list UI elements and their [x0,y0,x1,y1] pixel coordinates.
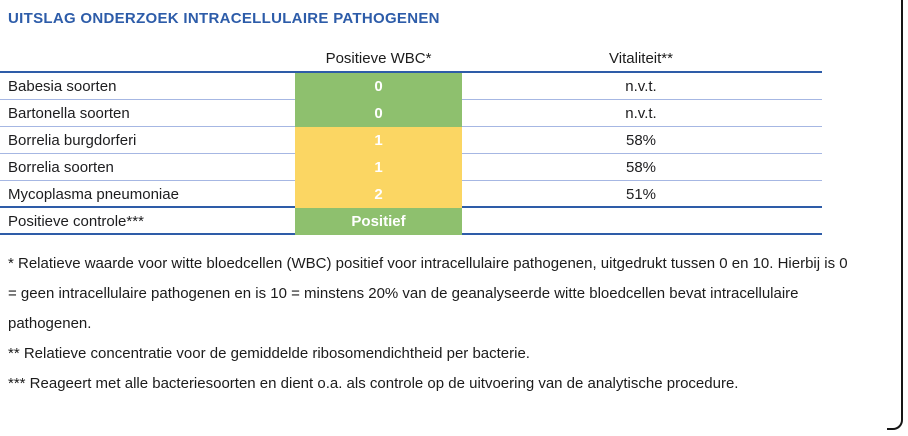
wbc-result-cell: 0 [295,100,462,127]
vitality-cell: n.v.t. [625,78,657,95]
footnotes: * Relatieve waarde voor witte bloedcelle… [8,249,853,399]
pathogen-name: Borrelia burgdorferi [8,132,137,149]
wbc-result-cell: Positief [295,208,462,235]
vitality-cell: n.v.t. [625,105,657,122]
column-header-wbc: Positieve WBC* [325,49,432,67]
table-row: Mycoplasma pneumoniae 2 51% [0,181,822,208]
pathogen-name: Babesia soorten [8,78,117,95]
results-table: Positieve WBC* Vitaliteit** Babesia soor… [0,45,822,235]
pathogen-name: Bartonella soorten [8,105,130,122]
pathogen-name: Mycoplasma pneumoniae [8,186,179,203]
report-title: UITSLAG ONDERZOEK INTRACELLULAIRE PATHOG… [8,10,440,27]
column-header-vitality: Vitaliteit** [609,49,673,67]
vitality-cell [462,208,820,235]
table-row: Borrelia burgdorferi 1 58% [0,127,822,154]
table-row: Babesia soorten 0 n.v.t. [0,73,822,100]
wbc-result-cell: 1 [295,127,462,154]
vitality-cell: 51% [625,186,657,203]
pathogen-name: Borrelia soorten [8,159,114,176]
vitality-cell: 58% [625,159,657,176]
wbc-result-cell: 0 [295,73,462,100]
vitality-cell: 58% [625,132,657,149]
footnote-vitality: ** Relatieve concentratie voor de gemidd… [8,345,530,362]
table-body: Babesia soorten 0 n.v.t. Bartonella soor… [0,71,822,235]
wbc-result-cell: 2 [295,181,462,208]
table-row: Bartonella soorten 0 n.v.t. [0,100,822,127]
page-right-border [887,0,903,430]
table-row: Borrelia soorten 1 58% [0,154,822,181]
wbc-result-cell: 1 [295,154,462,181]
footnote-wbc: * Relatieve waarde voor witte bloedcelle… [8,255,848,332]
table-row-positive-control: Positieve controle*** Positief [0,208,822,235]
pathogen-name: Positieve controle*** [8,213,144,230]
footnote-positive-control: *** Reageert met alle bacteriesoorten en… [8,375,739,392]
table-header-row: Positieve WBC* Vitaliteit** [0,45,822,71]
